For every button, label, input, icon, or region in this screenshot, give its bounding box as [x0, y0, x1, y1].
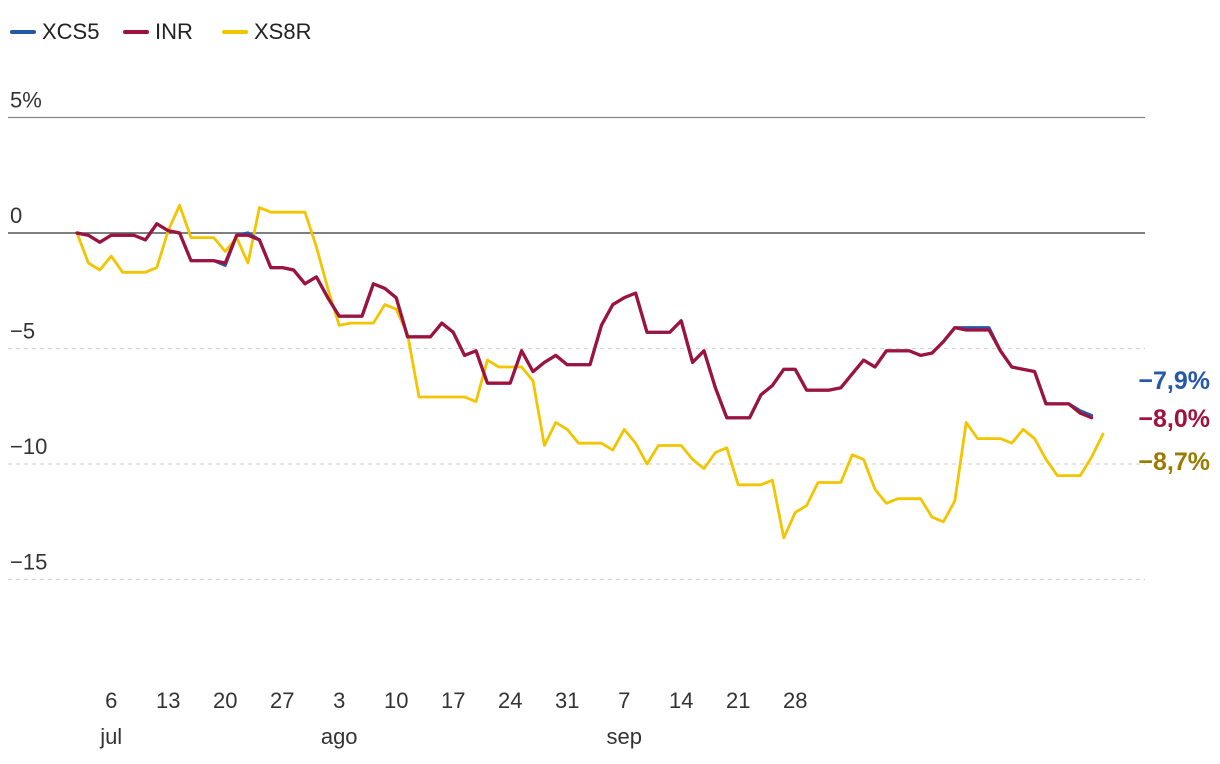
x-tick-label: 27 [270, 688, 294, 713]
y-tick-label: −15 [10, 550, 47, 575]
x-tick-label: 13 [156, 688, 180, 713]
legend-swatch-xs8r [222, 30, 248, 34]
legend-label-inr: INR [155, 19, 193, 44]
x-tick-label: 28 [783, 688, 807, 713]
x-tick-label: 17 [441, 688, 465, 713]
x-tick-label: 3 [333, 688, 345, 713]
gridlines [8, 116, 1145, 581]
series-line-inr [75, 222, 1094, 420]
end-label-inr: −8,0% [1138, 405, 1210, 433]
legend-swatch-inr [123, 30, 149, 34]
series-line-xs8r [75, 203, 1105, 540]
legend-item-xcs5: XCS5 [10, 18, 99, 46]
x-tick-label: 6 [105, 688, 117, 713]
x-tick-label: 14 [669, 688, 693, 713]
x-month-label: jul [99, 724, 122, 749]
end-label-xcs5: −7,9% [1138, 367, 1210, 395]
y-tick-label: 0 [10, 203, 22, 228]
x-month-label: sep [606, 724, 641, 749]
legend-swatch-xcs5 [10, 30, 36, 34]
y-tick-label: 5% [10, 88, 42, 113]
x-tick-label: 24 [498, 688, 522, 713]
x-tick-label: 7 [618, 688, 630, 713]
x-tick-label: 31 [555, 688, 579, 713]
x-tick-label: 21 [726, 688, 750, 713]
x-tick-label: 20 [213, 688, 237, 713]
end-label-xs8r: −8,7% [1138, 448, 1210, 476]
y-tick-label: −10 [10, 434, 47, 459]
series-lines [75, 203, 1105, 540]
y-tick-label: −5 [10, 319, 35, 344]
legend-item-xs8r: XS8R [222, 18, 311, 46]
x-tick-label: 10 [384, 688, 408, 713]
legend-label-xs8r: XS8R [254, 19, 312, 44]
legend-label-xcs5: XCS5 [42, 19, 100, 44]
x-month-label: ago [321, 724, 358, 749]
legend-item-inr: INR [123, 18, 193, 46]
axis-labels: 5% 0 −5 −10 −15 6 jul 13 20 27 3 ago 10 17 24 31 7 sep 14 2… [10, 88, 1210, 750]
